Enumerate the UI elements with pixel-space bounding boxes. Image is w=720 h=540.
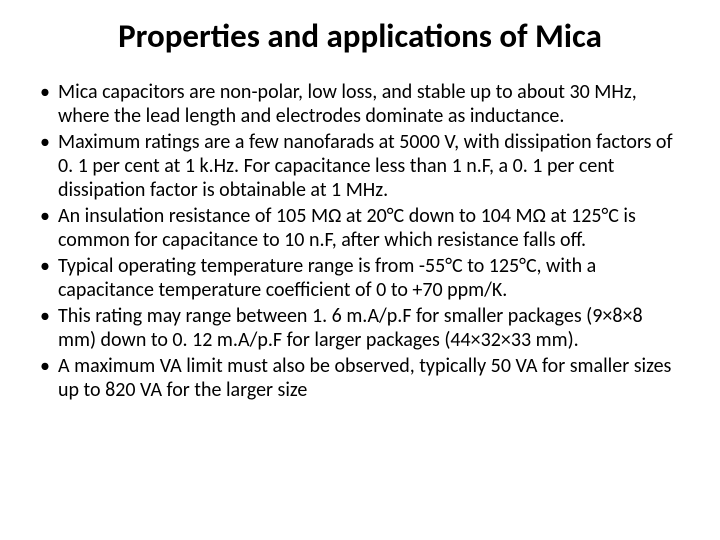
slide-title: Properties and applications of Mica bbox=[30, 18, 690, 56]
list-item: An insulation resistance of 105 MΩ at 20… bbox=[36, 204, 684, 252]
list-item: Maximum ratings are a few nanofarads at … bbox=[36, 130, 684, 202]
slide: Properties and applications of Mica Mica… bbox=[0, 0, 720, 540]
list-item: This rating may range between 1. 6 m.A/p… bbox=[36, 304, 684, 352]
list-item: A maximum VA limit must also be observed… bbox=[36, 354, 684, 402]
list-item: Typical operating temperature range is f… bbox=[36, 254, 684, 302]
list-item: Mica capacitors are non-polar, low loss,… bbox=[36, 80, 684, 128]
bullet-list: Mica capacitors are non-polar, low loss,… bbox=[30, 80, 690, 402]
